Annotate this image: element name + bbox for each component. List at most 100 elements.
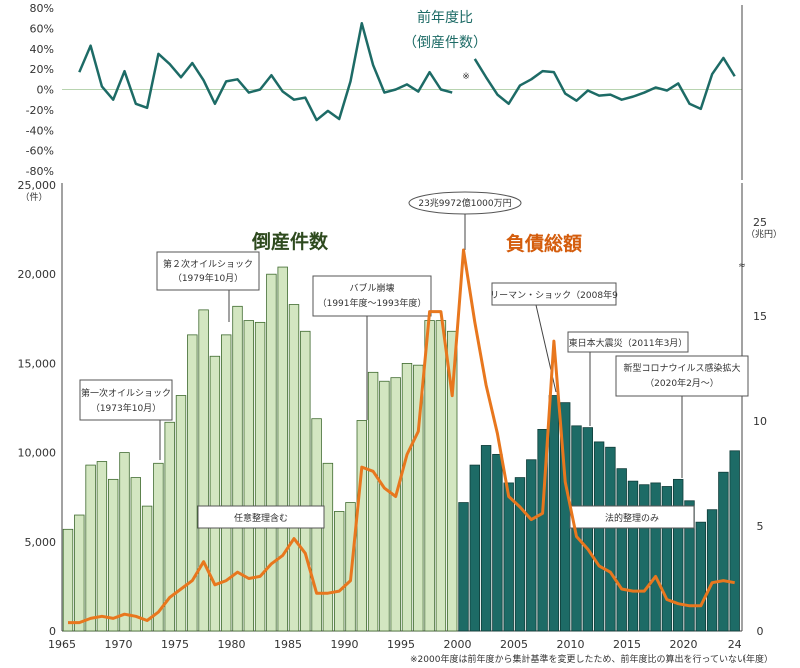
ann-box-covid: [615, 355, 749, 397]
count-bar: [684, 500, 695, 632]
count-bar: [469, 464, 481, 632]
count-bar: [729, 450, 740, 632]
left-tick-label: 25,000: [18, 179, 57, 192]
ann-bubble-line1: バブル崩壊: [349, 282, 394, 294]
count-bar: [503, 482, 514, 632]
ann-voluntary: 任意整理含む: [234, 512, 288, 524]
count-bar: [141, 505, 153, 632]
ann-oil2-line2: （1979年10月）: [173, 272, 243, 284]
count-bar: [390, 377, 401, 632]
yoy-tick-label: 20%: [30, 63, 54, 76]
x-tick-label: 1980: [218, 638, 246, 651]
count-bars: [62, 266, 740, 632]
left-tick-label: 10,000: [18, 447, 57, 460]
count-bar: [582, 427, 594, 632]
count-bar: [446, 330, 458, 632]
yoy-tick-label: -80%: [26, 165, 54, 178]
left-y-axis-ticks: 25,000 20,000 15,000 10,000 5,000 0: [18, 179, 57, 638]
count-bar: [514, 477, 526, 632]
ann-box-legal: [569, 505, 695, 529]
axis-break-mark: ≈: [738, 261, 746, 271]
count-bar: [187, 334, 198, 632]
count-bar: [277, 266, 288, 632]
count-bar: [650, 482, 661, 632]
left-tick-label: 0: [49, 625, 56, 638]
yoy-title: 前年度比: [417, 9, 473, 26]
right-axis-unit: （兆円）: [746, 229, 782, 240]
ann-box-bubble: [312, 275, 432, 317]
count-bar: [605, 446, 616, 632]
x-tick-label: 2005: [500, 638, 528, 651]
yoy-subtitle: （倒産件数）: [403, 35, 487, 51]
x-tick-label: 24: [728, 638, 742, 651]
count-bar: [424, 320, 435, 632]
ann-box-peak: [408, 191, 522, 215]
yoy-tick-label: 60%: [30, 22, 54, 35]
yoy-tick-label: -60%: [26, 145, 54, 158]
right-tick-label: 15: [753, 310, 767, 323]
count-bar: [379, 380, 390, 632]
count-bar: [548, 395, 560, 632]
count-bar: [232, 305, 243, 632]
yoy-tick-label: 0%: [37, 84, 54, 97]
ann-box-lehman: [491, 282, 617, 306]
legend-debt: 負債総額: [506, 232, 582, 255]
count-bar: [706, 509, 718, 632]
x-tick-label: 1995: [387, 638, 415, 651]
right-tick-label: 5: [757, 520, 764, 533]
left-tick-label: 5,000: [25, 536, 57, 549]
ann-box-voluntary: [197, 505, 325, 529]
count-bar: [130, 477, 142, 632]
ann-oil1-line1: 第一次オイルショック: [81, 387, 171, 399]
count-bar: [62, 528, 74, 632]
x-tick-label: 2010: [557, 638, 585, 651]
count-bar: [243, 320, 255, 632]
yoy-tick-label: 40%: [30, 43, 54, 56]
x-tick-label: 1975: [161, 638, 189, 651]
ann-peak: 23兆9972億1000万円: [418, 197, 511, 209]
ann-lehman: リーマン・ショック（2008年9: [490, 289, 618, 301]
yoy-y-axis: 80% 60% 40% 20% 0% -20% -40% -60% -80%: [26, 2, 54, 178]
count-bar: [333, 511, 345, 632]
count-bar: [401, 362, 413, 632]
count-bar: [673, 478, 684, 632]
count-bar: [435, 320, 447, 632]
ann-box-oil2: [156, 251, 260, 291]
left-tick-label: 20,000: [18, 268, 57, 281]
yoy-series-line: [78, 22, 453, 122]
ann-legal: 法的整理のみ: [605, 512, 659, 524]
count-bar: [492, 453, 503, 632]
ann-covid-line2: （2020年2月～）: [645, 377, 719, 389]
ann-box-quake: [567, 331, 689, 353]
count-bar: [96, 461, 108, 632]
count-bar: [639, 484, 650, 632]
count-bar: [85, 464, 96, 632]
count-bar: [593, 441, 605, 632]
x-axis-ticks: 1965 1970 1975 1980 1985 1990 1995 2000 2005 2010…: [48, 638, 742, 651]
count-bar: [254, 321, 266, 632]
count-bar: [119, 452, 130, 632]
annotations: 第一次オイルショック （1973年10月） 第２次オイルショック （1979年1…: [79, 191, 749, 529]
count-bar: [209, 355, 221, 632]
count-bar: [413, 364, 424, 632]
count-bar: [74, 514, 85, 632]
count-bar: [526, 459, 537, 632]
x-tick-label: 2020: [670, 638, 698, 651]
count-bar: [175, 395, 187, 632]
footnote: ※2000年度は前年度から集計基準を変更したため、前年度比の算出を行っていない: [410, 653, 746, 665]
right-tick-label: 0: [757, 625, 764, 638]
x-tick-label: 1965: [48, 638, 76, 651]
right-y-axis-ticks: 25 15 10 5 0: [753, 216, 767, 638]
count-bar: [164, 421, 175, 632]
legend-count: 倒産件数: [251, 230, 329, 253]
right-tick-label: 25: [753, 216, 767, 229]
ann-box-oil1: [79, 379, 173, 421]
ann-bubble-line2: （1991年度～1993年度）: [318, 297, 427, 309]
ann-oil2-line1: 第２次オイルショック: [163, 258, 253, 270]
count-bar: [322, 462, 334, 632]
count-bar: [480, 445, 492, 632]
yoy-tick-label: -40%: [26, 124, 54, 137]
x-tick-label: 2000: [444, 638, 472, 651]
